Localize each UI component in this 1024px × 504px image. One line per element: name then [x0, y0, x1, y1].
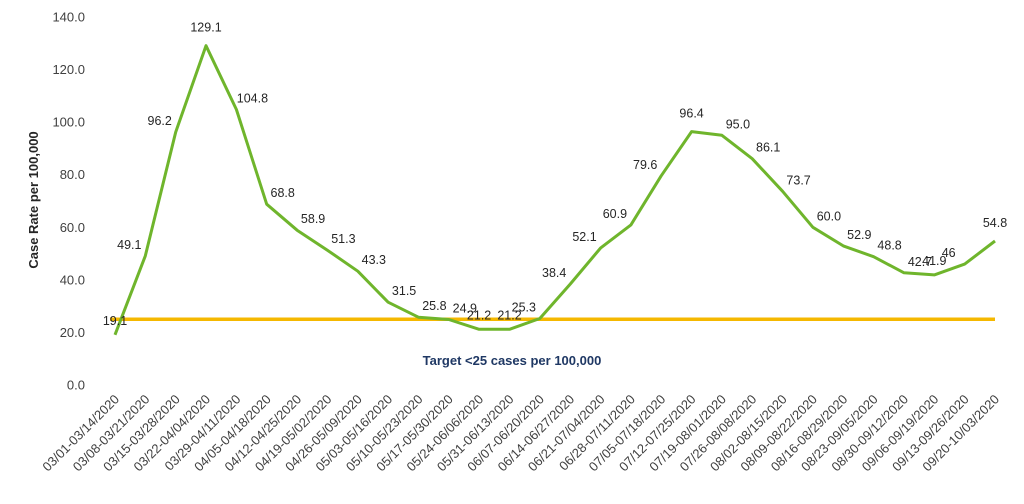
data-label: 25.8	[422, 299, 446, 313]
data-label: 129.1	[190, 21, 221, 35]
data-label: 46	[942, 246, 956, 260]
case-rate-line	[113, 44, 996, 336]
y-tick-label: 60.0	[60, 220, 85, 235]
data-label: 31.5	[392, 284, 416, 298]
data-label: 73.7	[786, 173, 810, 187]
data-label: 41.9	[922, 254, 946, 268]
data-label: 54.8	[983, 216, 1007, 230]
y-tick-label: 100.0	[52, 115, 85, 130]
data-label: 52.1	[572, 230, 596, 244]
y-tick-label: 120.0	[52, 62, 85, 77]
data-label: 24.9	[453, 302, 477, 316]
data-label: 95.0	[726, 117, 750, 131]
data-label: 51.3	[331, 232, 355, 246]
data-label: 21.2	[467, 308, 491, 322]
data-label: 60.9	[603, 207, 627, 221]
data-label: 58.9	[301, 212, 325, 226]
data-label: 43.3	[362, 253, 386, 267]
data-label: 48.8	[877, 239, 901, 253]
data-label: 38.4	[542, 266, 566, 280]
target-label: Target <25 cases per 100,000	[423, 353, 602, 368]
data-label: 52.9	[847, 228, 871, 242]
data-label: 25.3	[512, 301, 536, 315]
data-label: 60.0	[817, 209, 841, 223]
data-label: 96.4	[679, 107, 703, 121]
data-label: 42.7	[908, 255, 932, 269]
y-tick-label: 20.0	[60, 325, 85, 340]
data-label: 21.2	[497, 308, 521, 322]
y-tick-label: 0.0	[67, 378, 85, 393]
y-tick-label: 140.0	[52, 10, 85, 25]
y-tick-label: 40.0	[60, 272, 85, 287]
y-axis-ticks: 0.0 20.0 40.0 60.0 80.0 100.0 120.0 140.0	[52, 10, 85, 393]
data-label: 19.1	[103, 314, 127, 328]
data-label: 49.1	[117, 238, 141, 252]
data-label: 104.8	[237, 92, 268, 106]
data-labels: 19.1 49.1 96.2 129.1 104.8 68.8 58.9 51.3 43.3 31…	[103, 21, 1007, 328]
data-label: 86.1	[756, 141, 780, 155]
data-label: 79.6	[633, 158, 657, 172]
data-label: 68.8	[271, 186, 295, 200]
y-axis-title: Case Rate per 100,000	[26, 131, 41, 268]
y-tick-label: 80.0	[60, 167, 85, 182]
data-label: 96.2	[148, 114, 172, 128]
